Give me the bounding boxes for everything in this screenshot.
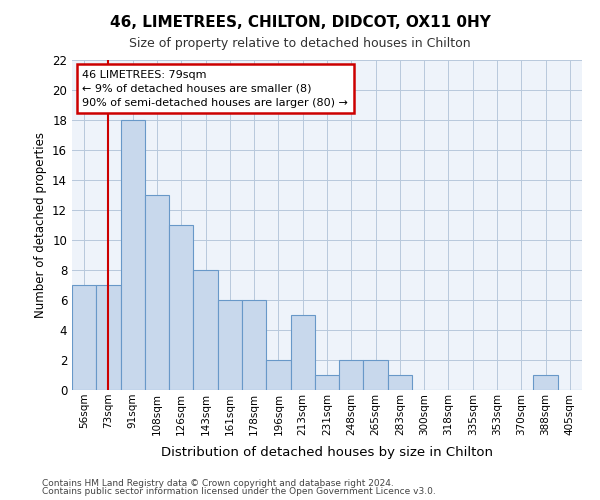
- Text: Contains HM Land Registry data © Crown copyright and database right 2024.: Contains HM Land Registry data © Crown c…: [42, 478, 394, 488]
- Bar: [266, 360, 290, 390]
- Bar: [339, 360, 364, 390]
- Bar: [290, 315, 315, 390]
- Bar: [315, 375, 339, 390]
- Y-axis label: Number of detached properties: Number of detached properties: [34, 132, 47, 318]
- Bar: [533, 375, 558, 390]
- Text: Contains public sector information licensed under the Open Government Licence v3: Contains public sector information licen…: [42, 487, 436, 496]
- Bar: [145, 195, 169, 390]
- Text: 46 LIMETREES: 79sqm
← 9% of detached houses are smaller (8)
90% of semi-detached: 46 LIMETREES: 79sqm ← 9% of detached hou…: [82, 70, 348, 108]
- Bar: [193, 270, 218, 390]
- Text: 46, LIMETREES, CHILTON, DIDCOT, OX11 0HY: 46, LIMETREES, CHILTON, DIDCOT, OX11 0HY: [110, 15, 490, 30]
- Text: Size of property relative to detached houses in Chilton: Size of property relative to detached ho…: [129, 38, 471, 51]
- Bar: [218, 300, 242, 390]
- Bar: [72, 285, 96, 390]
- Bar: [388, 375, 412, 390]
- Bar: [96, 285, 121, 390]
- Bar: [242, 300, 266, 390]
- Bar: [169, 225, 193, 390]
- Bar: [121, 120, 145, 390]
- Bar: [364, 360, 388, 390]
- X-axis label: Distribution of detached houses by size in Chilton: Distribution of detached houses by size …: [161, 446, 493, 459]
